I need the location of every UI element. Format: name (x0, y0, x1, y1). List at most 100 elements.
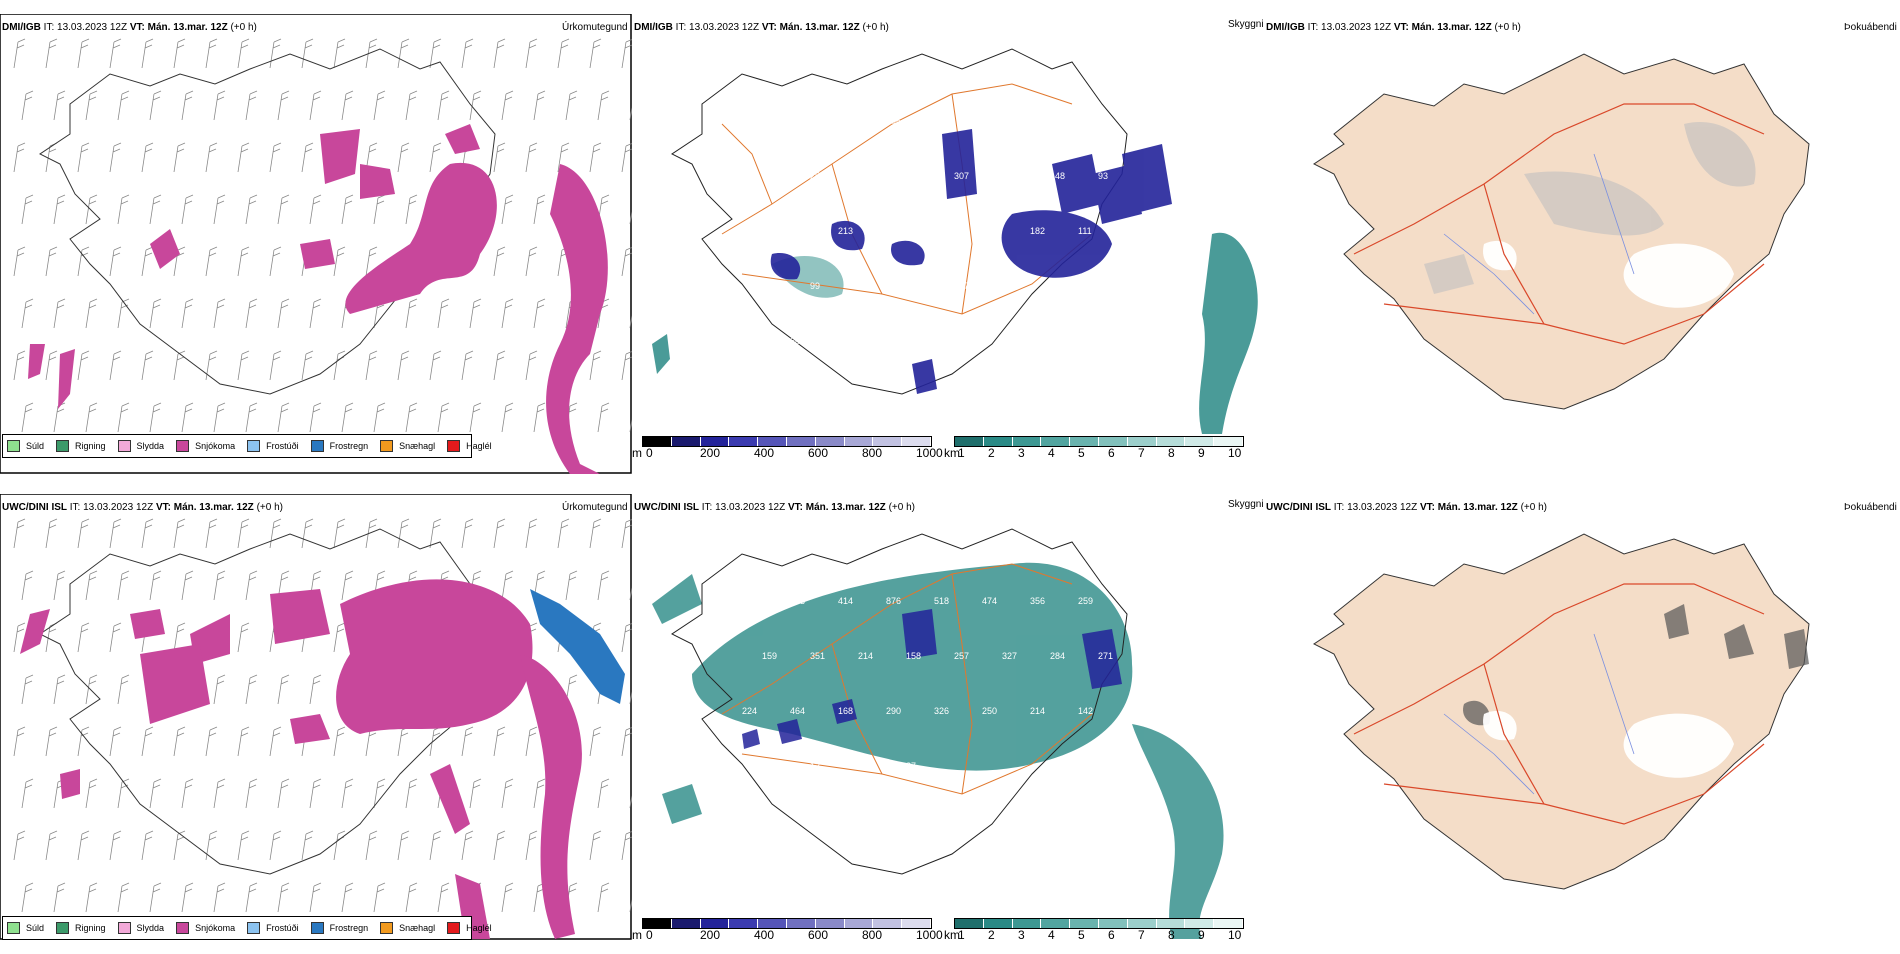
wind-barb (341, 778, 354, 809)
visibility-label: 356 (1030, 596, 1045, 606)
wind-barb (77, 350, 90, 381)
colorbar-tick: 8 (1168, 928, 1175, 942)
wind-barb (469, 778, 482, 809)
visibility-label: 873 (742, 596, 757, 606)
wind-barb (493, 830, 506, 861)
visibility-label: 518 (934, 596, 949, 606)
wind-barb (301, 350, 314, 381)
colorbar-tick: 7 (1138, 446, 1145, 460)
wind-barb (245, 570, 258, 601)
cloud-rivers (1443, 633, 1635, 795)
visibility-label: 93 (1098, 171, 1108, 181)
wind-barb (245, 402, 258, 433)
legend-swatch (7, 440, 20, 452)
wind-barb (85, 674, 98, 705)
legend-label: Snæhagl (399, 923, 436, 933)
colorbar-km: km 1 2 3 4 5 6 7 8 9 10 (944, 918, 1254, 948)
model-name: DMI/IGB (634, 22, 673, 33)
visibility-label: 214 (1030, 706, 1045, 716)
wind-barb (589, 350, 602, 381)
wind-barb (269, 38, 282, 69)
wind-barb (141, 830, 154, 861)
wind-barb (525, 142, 538, 173)
panel-title: Skyggni (1228, 499, 1264, 510)
wind-barb (301, 142, 314, 173)
visibility-label: 161 (858, 171, 873, 181)
wind-barb (245, 882, 258, 913)
wind-barb (237, 38, 250, 69)
visibility-label: 70 (906, 281, 916, 291)
colorbar-strip (642, 918, 932, 929)
legend-label: Rigning (75, 441, 106, 451)
legend-label: Frostregn (329, 923, 369, 933)
visibility-label: 464 (790, 706, 805, 716)
wind-barb (109, 726, 122, 757)
wind-barb (173, 726, 186, 757)
wind-barb (493, 726, 506, 757)
colorbar-tick: 400 (754, 928, 775, 942)
colorbar-tick: 3 (1018, 446, 1025, 460)
legend-swatch (310, 922, 324, 934)
wind-barb (309, 778, 322, 809)
visibility-label: 224 (742, 706, 757, 716)
wind-barb (45, 350, 58, 381)
it-value: 13.03.2023 12Z (1321, 22, 1392, 33)
wind-barb (365, 246, 378, 277)
wind-barb (525, 246, 538, 277)
wind-barb (117, 570, 130, 601)
it-value: 13.03.2023 12Z (57, 22, 128, 33)
vt-value: Mán. 13.mar. 12Z (805, 502, 886, 513)
wind-barb (45, 38, 58, 69)
precip-legend: Súld Rigning Slydda Snjókoma Frostúði Frostre… (2, 434, 492, 458)
precip-legend: Súld Rigning Slydda Snjókoma Frostúði Frostre… (2, 916, 492, 940)
wind-barb (181, 402, 194, 433)
colorbar-m: m 0 200 400 600 800 1000 (632, 436, 943, 466)
wind-barb (341, 570, 354, 601)
wind-barb (237, 142, 250, 173)
wind-barb (493, 518, 506, 549)
visibility-label: 178 (838, 116, 853, 126)
wind-barb (13, 350, 26, 381)
colorbar-tick: 9 (1198, 928, 1205, 942)
colorbar-tick: 10 (1228, 446, 1242, 460)
offset: (+0 h) (888, 502, 915, 513)
visibility-label: 258 (810, 171, 825, 181)
wind-barb (77, 830, 90, 861)
legend-item: Rigning (56, 922, 106, 934)
wind-barb (621, 830, 632, 861)
visibility-label: 73 (762, 171, 772, 181)
colorbar-tick: 800 (862, 928, 883, 942)
wind-barb (533, 90, 546, 121)
wind-barb (13, 38, 26, 69)
colorbar-km: km 1 2 3 4 5 6 7 8 9 10 (944, 436, 1254, 466)
colorbar-tick: 6 (1108, 446, 1115, 460)
legend-item: Slydda (117, 922, 164, 934)
wind-barb (213, 298, 226, 329)
wind-barb (109, 246, 122, 277)
visibility-label: 182 (1030, 226, 1045, 236)
wind-barb (333, 518, 346, 549)
colorbar-tick: 400 (754, 446, 775, 460)
vt-value: Mán. 13.mar. 12Z (147, 22, 228, 33)
panel-header: UWC/DINI ISL IT: 13.03.2023 12Z VT: Mán.… (634, 502, 915, 513)
road-network (721, 563, 1093, 795)
visibility-label: 232 (1078, 116, 1093, 126)
wind-barb (109, 518, 122, 549)
vt-value: Mán. 13.mar. 12Z (779, 22, 860, 33)
visibility-label: 142 (1078, 706, 1093, 716)
precip-map-top (0, 14, 632, 474)
wind-barb (85, 402, 98, 433)
it-label: IT: (1307, 22, 1319, 33)
wind-barb (589, 142, 602, 173)
visibility-label: 158 (906, 651, 921, 661)
colorbar-tick: 3 (1018, 928, 1025, 942)
wind-barb (205, 518, 218, 549)
colorbar-tick: 7 (1138, 928, 1145, 942)
legend-item: Frostregn (310, 440, 368, 452)
wind-barb (173, 622, 186, 653)
wind-barb (301, 830, 314, 861)
wind-barb (245, 298, 258, 329)
wind-barb (141, 518, 154, 549)
vt-label: VT: (155, 502, 171, 513)
legend-swatch (447, 922, 461, 934)
